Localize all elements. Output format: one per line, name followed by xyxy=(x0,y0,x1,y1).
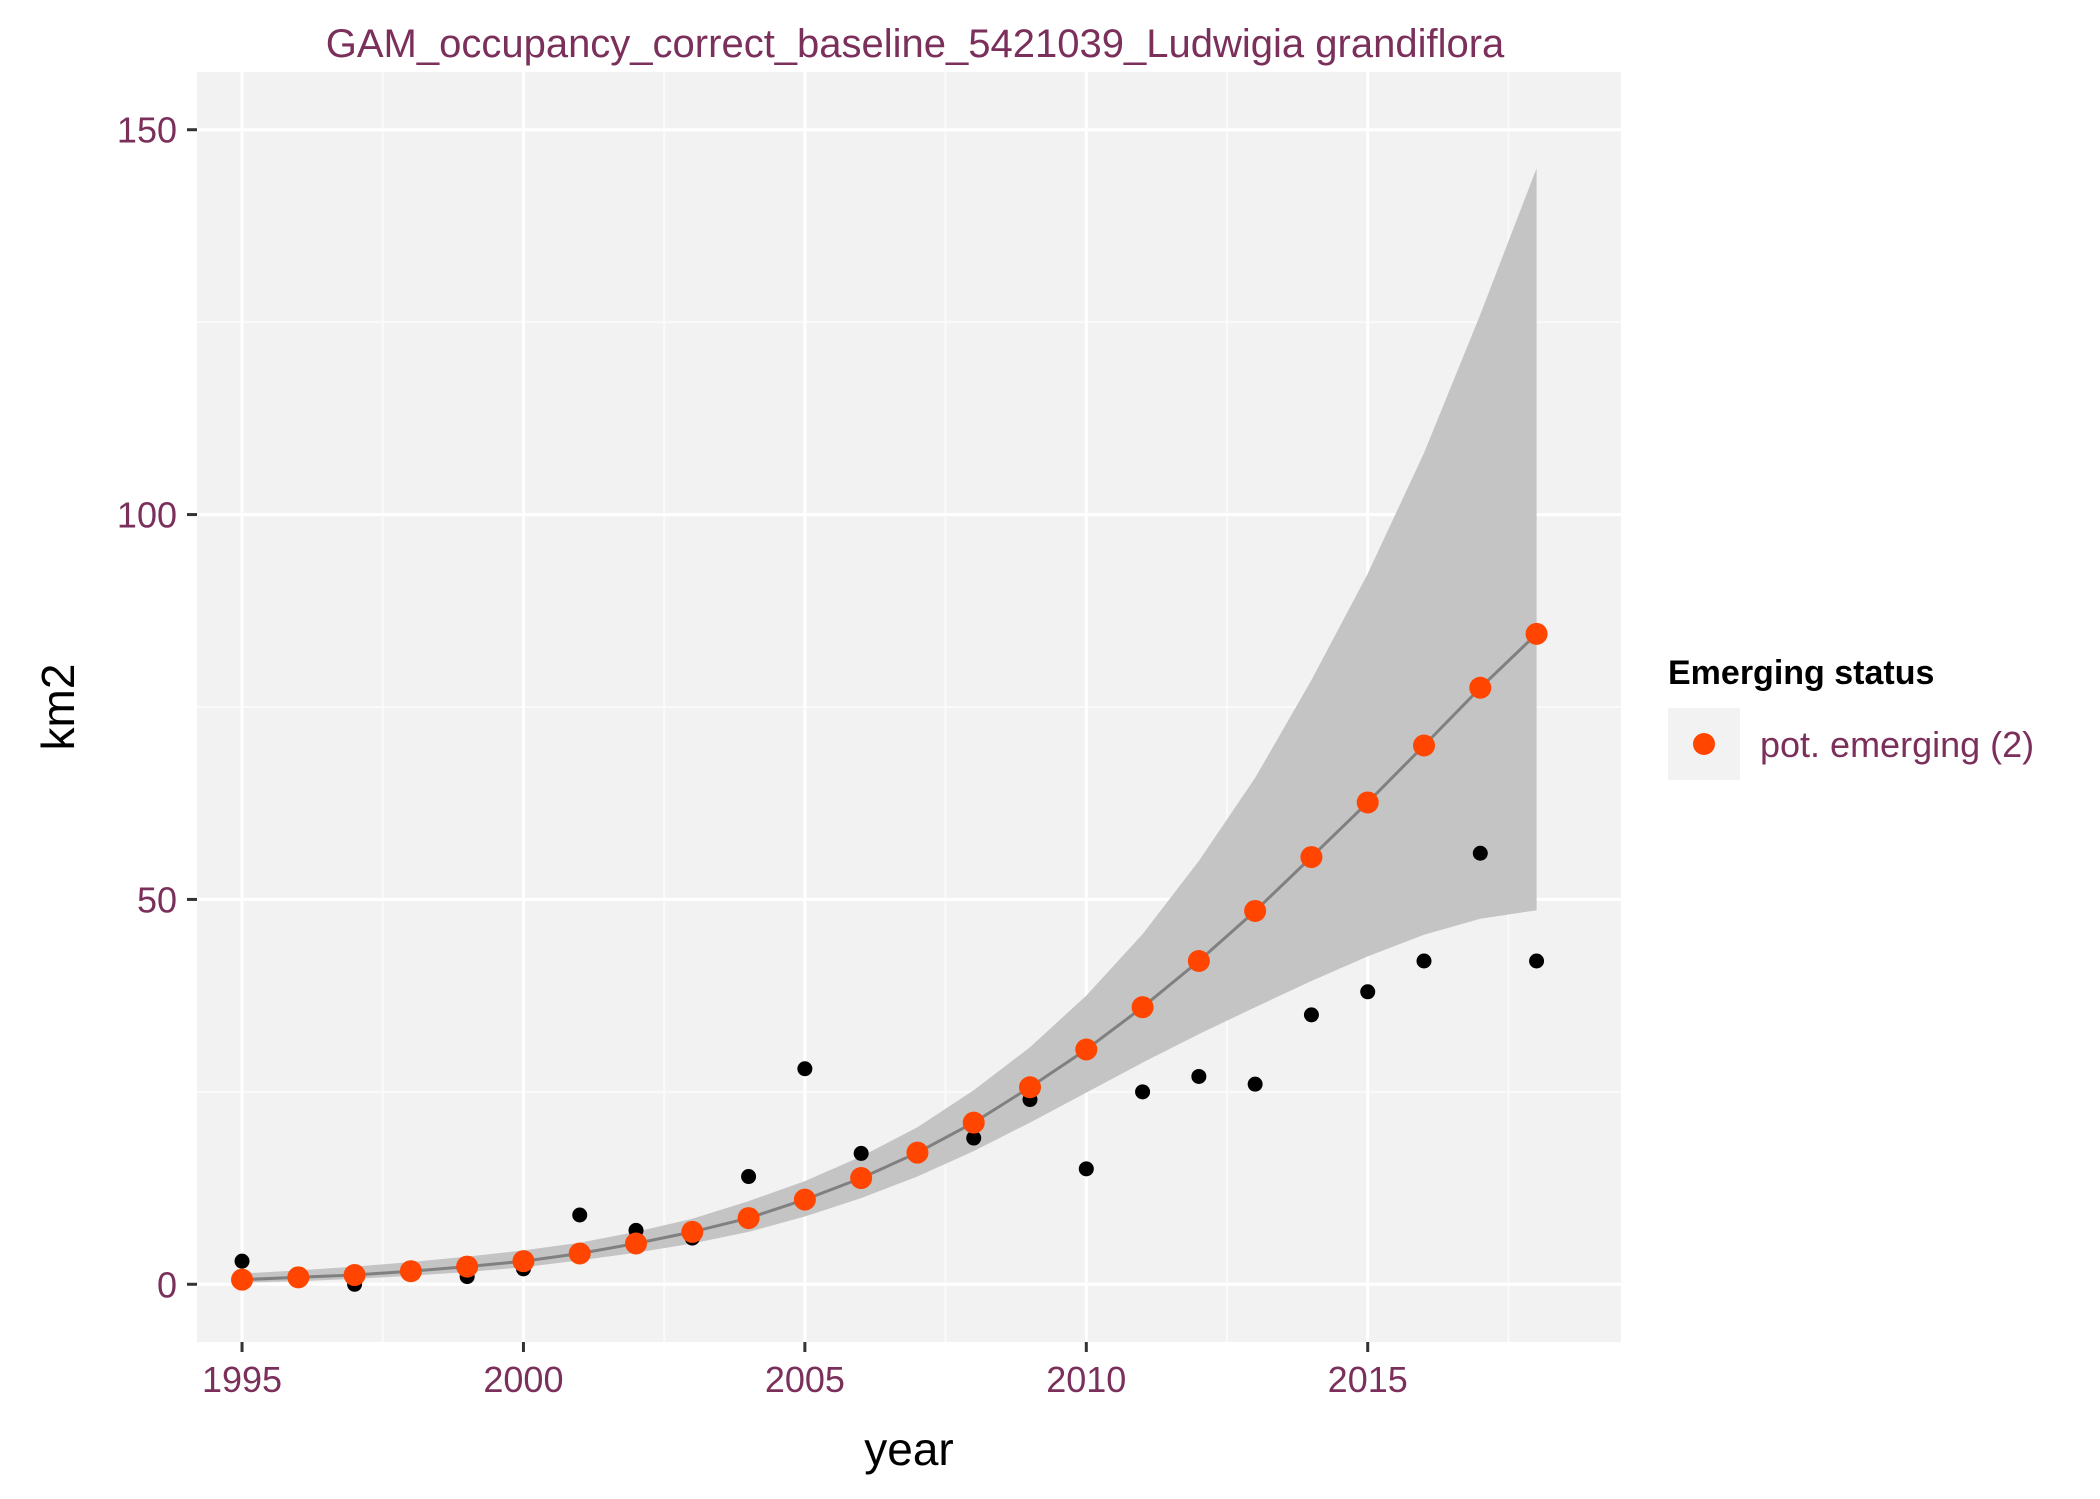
chart-title: GAM_occupancy_correct_baseline_5421039_L… xyxy=(326,22,1505,66)
fitted-point xyxy=(1075,1038,1098,1061)
fitted-point xyxy=(1300,846,1323,869)
fitted-point xyxy=(287,1266,310,1289)
observed-point xyxy=(1529,953,1545,969)
observed-point xyxy=(797,1061,813,1077)
fitted-point xyxy=(399,1260,422,1283)
observed-point xyxy=(741,1169,757,1185)
x-axis: 1995 2000 2005 2010 2015 xyxy=(202,1342,1408,1400)
fitted-point xyxy=(962,1111,985,1134)
observed-point xyxy=(1247,1076,1263,1092)
x-tick-label: 2000 xyxy=(483,1359,563,1400)
observed-point xyxy=(1472,845,1488,861)
observed-point xyxy=(234,1253,250,1269)
observed-point xyxy=(966,1130,982,1146)
fitted-point xyxy=(793,1188,816,1211)
y-tick-label: 150 xyxy=(117,110,177,151)
fitted-point xyxy=(231,1268,254,1291)
observed-point xyxy=(572,1207,588,1223)
x-tick-label: 2005 xyxy=(765,1359,845,1400)
legend-entry-label: pot. emerging (2) xyxy=(1760,724,2034,765)
fitted-point xyxy=(737,1207,760,1230)
fitted-point xyxy=(1019,1076,1042,1099)
fitted-point xyxy=(906,1141,929,1164)
fitted-point xyxy=(1469,676,1492,699)
legend: Emerging status pot. emerging (2) xyxy=(1668,654,2034,780)
legend-key-point xyxy=(1693,733,1715,755)
confidence-ribbon xyxy=(242,168,1537,1283)
legend-title: Emerging status xyxy=(1668,654,1934,692)
fitted-point xyxy=(1131,996,1154,1019)
fitted-point xyxy=(1356,791,1379,814)
fitted-points xyxy=(231,622,1548,1291)
fitted-point xyxy=(625,1232,648,1255)
fitted-point xyxy=(568,1242,591,1265)
y-tick-label: 100 xyxy=(117,495,177,536)
y-axis-title: km2 xyxy=(32,664,84,751)
y-axis: 0 50 100 150 xyxy=(117,110,197,1305)
y-tick-label: 0 xyxy=(157,1264,177,1305)
fitted-point xyxy=(456,1255,479,1278)
y-tick-label: 50 xyxy=(137,879,177,920)
fitted-point xyxy=(343,1264,366,1287)
x-tick-label: 2015 xyxy=(1328,1359,1408,1400)
fitted-point xyxy=(1413,734,1436,757)
fitted-point xyxy=(850,1167,873,1190)
x-tick-label: 1995 xyxy=(202,1359,282,1400)
observed-point xyxy=(853,1145,869,1161)
fitted-point xyxy=(1187,950,1210,972)
fitted-point xyxy=(1244,899,1267,922)
grid-lines xyxy=(197,72,1621,1342)
observed-point xyxy=(1078,1161,1094,1177)
observed-point xyxy=(1135,1084,1151,1100)
observed-point xyxy=(1416,953,1432,969)
observed-point xyxy=(1191,1068,1207,1084)
observed-point xyxy=(1303,1007,1319,1023)
observed-point xyxy=(1360,984,1376,1000)
x-tick-label: 2010 xyxy=(1046,1359,1126,1400)
x-axis-title: year xyxy=(864,1423,953,1475)
fitted-point xyxy=(512,1250,535,1273)
fitted-point xyxy=(681,1220,704,1243)
fitted-point xyxy=(1525,622,1548,645)
